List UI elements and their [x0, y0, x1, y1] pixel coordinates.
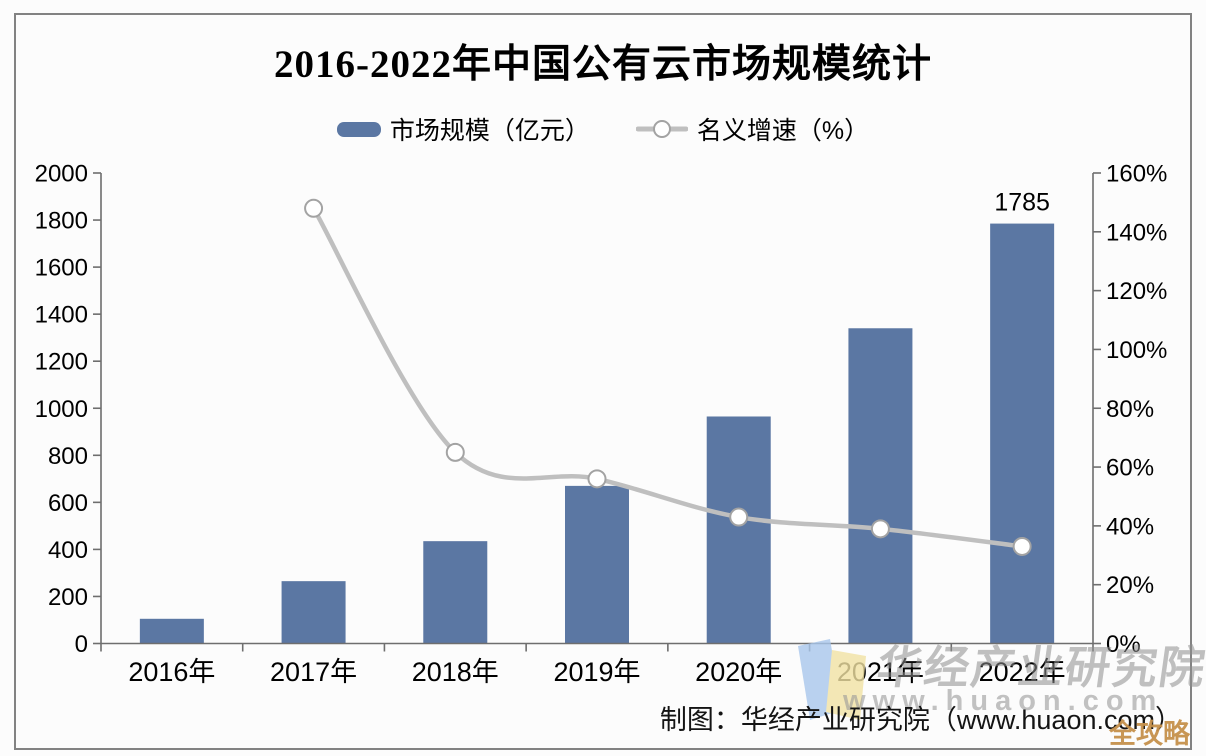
right-axis-tick-label: 20%: [1106, 572, 1154, 599]
left-axis-tick-label: 600: [48, 490, 88, 517]
chart-legend: 市场规模（亿元） 名义增速（%）: [0, 111, 1206, 147]
source-caption: 制图：华经产业研究院（www.huaon.com）: [659, 705, 1182, 735]
legend-label-market-size: 市场规模（亿元）: [389, 117, 590, 145]
chart-title: 2016-2022年中国公有云市场规模统计: [274, 43, 932, 86]
x-axis-category-label: 2016年: [128, 657, 215, 687]
x-axis-category-label: 2018年: [412, 657, 499, 687]
bar-col-2: [423, 541, 488, 644]
right-axis-tick-label: 0%: [1106, 631, 1141, 658]
bar-col-1: [281, 581, 346, 644]
line-marker-2: [587, 469, 607, 489]
line-marker-5: [1012, 536, 1032, 556]
right-axis-tick-label: 120%: [1106, 278, 1167, 305]
left-axis-tick-label: 800: [48, 443, 88, 470]
left-axis-tick-label: 1200: [35, 349, 88, 376]
x-axis-category-label: 2022年: [979, 657, 1066, 687]
x-axis-category-label: 2020年: [695, 657, 782, 687]
right-axis-tick-label: 100%: [1106, 337, 1167, 364]
bar-col-3: [565, 485, 629, 644]
x-axis-category-label: 2017年: [270, 657, 357, 687]
right-axis-tick-label: 40%: [1106, 513, 1154, 540]
left-axis-tick-label: 1800: [35, 208, 88, 235]
left-axis-tick-label: 1000: [35, 396, 88, 423]
bar-col-6: [990, 223, 1055, 644]
right-axis-tick-label: 60%: [1106, 455, 1154, 482]
left-axis-tick-label: 2000: [35, 161, 88, 188]
line-series-swatch-icon: [635, 120, 688, 138]
legend-label-growth-rate: 名义增速（%）: [696, 117, 870, 145]
legend-item-growth-rate: 名义增速（%）: [635, 111, 870, 147]
line-marker-4: [870, 519, 890, 539]
left-axis-tick-label: 1600: [35, 255, 88, 282]
right-axis-tick-label: 140%: [1106, 219, 1167, 246]
x-axis-category-label: 2021年: [837, 657, 924, 687]
right-axis-tick-label: 160%: [1106, 161, 1167, 188]
bar-data-label: 1785: [994, 189, 1050, 217]
left-axis-tick-label: 400: [48, 537, 88, 564]
bar-col-0: [139, 618, 204, 644]
growth-line: [311, 206, 1025, 549]
bar-col-4: [706, 416, 771, 644]
bar-series-swatch-icon: [336, 121, 381, 137]
left-axis-tick-label: 200: [48, 584, 88, 611]
line-marker-3: [729, 507, 749, 527]
left-axis-tick-label: 0: [75, 631, 88, 658]
legend-item-market-size: 市场规模（亿元）: [336, 111, 590, 147]
bar-col-5: [848, 328, 913, 644]
line-marker-0: [304, 198, 324, 218]
x-axis-category-label: 2019年: [553, 657, 640, 687]
line-marker-1: [445, 442, 465, 462]
right-axis-tick-label: 80%: [1106, 396, 1154, 423]
left-axis-tick-label: 1400: [35, 302, 88, 329]
